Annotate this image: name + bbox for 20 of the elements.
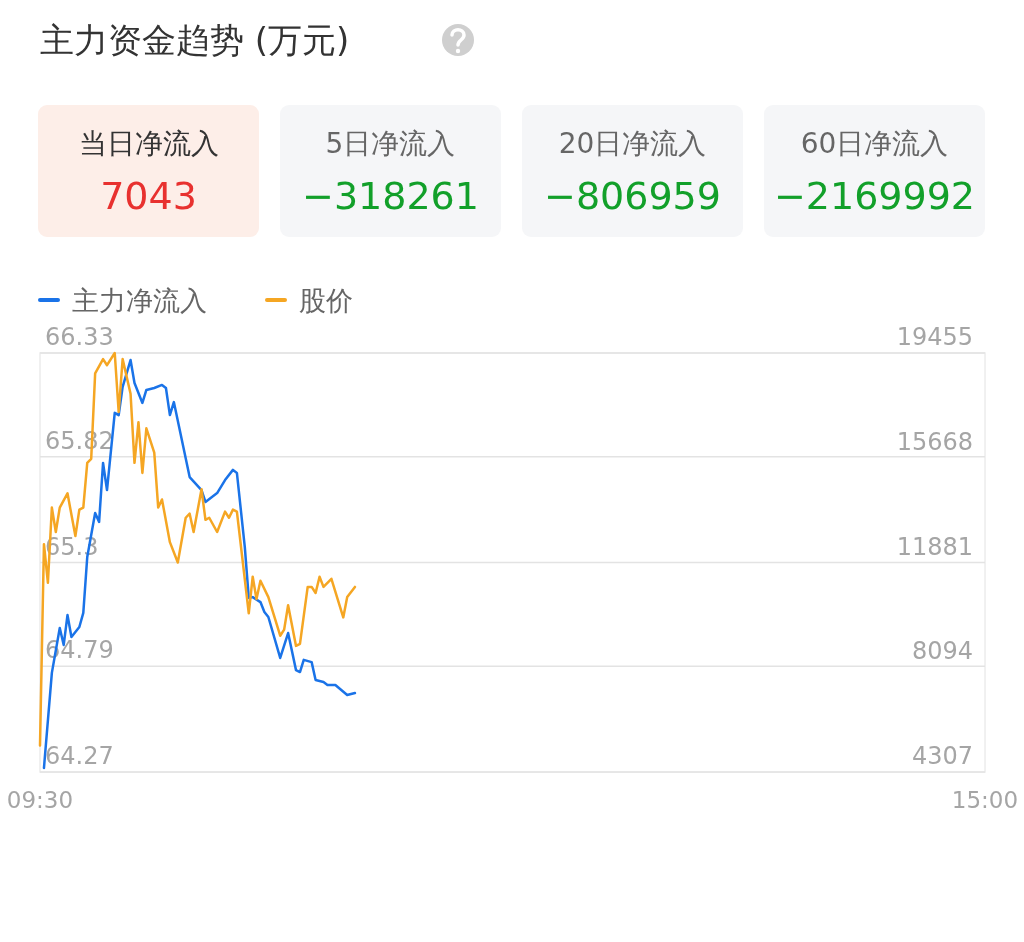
x-tick-label: 15:00 xyxy=(951,787,1019,813)
text: −2169992 xyxy=(773,174,976,218)
text: −318261 xyxy=(302,174,479,218)
text: 主力资金趋势 (万元) xyxy=(40,20,350,60)
y2-tick-label: 15668 xyxy=(896,427,973,456)
text: 20日净流入 xyxy=(558,127,707,160)
y2-tick-label: 19455 xyxy=(896,323,973,351)
text: 60日净流入 xyxy=(800,127,949,160)
text: 5日净流入 xyxy=(325,127,456,160)
y-tick-label: 66.33 xyxy=(45,323,114,351)
text: 当日净流入 xyxy=(78,127,219,160)
y2-tick-label: 8094 xyxy=(911,637,973,666)
legend-label: 主力净流入 xyxy=(72,285,207,316)
text: −806959 xyxy=(544,174,721,218)
legend-label: 股价 xyxy=(299,285,353,316)
y2-tick-label: 11881 xyxy=(896,532,973,561)
y-tick-label: 64.27 xyxy=(45,742,114,770)
text: 7043 xyxy=(100,174,197,218)
y2-tick-label: 4307 xyxy=(911,742,973,770)
x-tick-label: 09:30 xyxy=(6,787,74,813)
